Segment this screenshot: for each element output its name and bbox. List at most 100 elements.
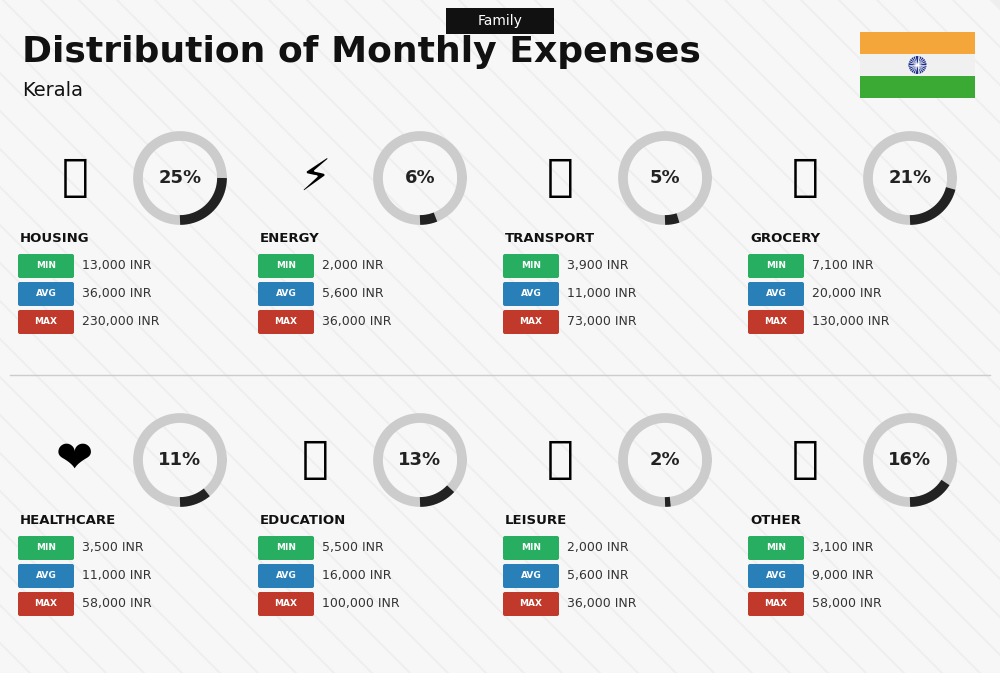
FancyBboxPatch shape bbox=[503, 564, 559, 588]
Text: 11%: 11% bbox=[158, 451, 202, 469]
Text: MIN: MIN bbox=[36, 544, 56, 553]
Circle shape bbox=[908, 56, 926, 74]
Text: 25%: 25% bbox=[158, 169, 202, 187]
Text: 5%: 5% bbox=[650, 169, 680, 187]
Text: 100,000 INR: 100,000 INR bbox=[322, 598, 400, 610]
Text: MAX: MAX bbox=[34, 600, 58, 608]
FancyBboxPatch shape bbox=[258, 564, 314, 588]
Text: 5,500 INR: 5,500 INR bbox=[322, 542, 384, 555]
FancyBboxPatch shape bbox=[258, 536, 314, 560]
Text: 2,000 INR: 2,000 INR bbox=[567, 542, 629, 555]
FancyBboxPatch shape bbox=[748, 282, 804, 306]
Text: MAX: MAX bbox=[765, 600, 788, 608]
Text: MAX: MAX bbox=[520, 318, 542, 326]
Text: LEISURE: LEISURE bbox=[505, 513, 567, 526]
Text: 5,600 INR: 5,600 INR bbox=[567, 569, 629, 583]
Text: 💰: 💰 bbox=[792, 439, 818, 481]
Text: 11,000 INR: 11,000 INR bbox=[82, 569, 152, 583]
Text: HOUSING: HOUSING bbox=[20, 232, 90, 244]
Text: MIN: MIN bbox=[766, 544, 786, 553]
FancyBboxPatch shape bbox=[503, 592, 559, 616]
FancyBboxPatch shape bbox=[860, 54, 975, 76]
Text: Family: Family bbox=[478, 14, 522, 28]
Text: AVG: AVG bbox=[36, 571, 56, 581]
FancyBboxPatch shape bbox=[18, 254, 74, 278]
FancyBboxPatch shape bbox=[503, 282, 559, 306]
Text: MIN: MIN bbox=[521, 544, 541, 553]
FancyBboxPatch shape bbox=[860, 76, 975, 98]
Text: 2,000 INR: 2,000 INR bbox=[322, 260, 384, 273]
Text: MIN: MIN bbox=[36, 262, 56, 271]
Text: 16%: 16% bbox=[888, 451, 932, 469]
Text: 36,000 INR: 36,000 INR bbox=[82, 287, 152, 301]
Text: AVG: AVG bbox=[36, 289, 56, 299]
FancyBboxPatch shape bbox=[748, 564, 804, 588]
FancyBboxPatch shape bbox=[748, 310, 804, 334]
Text: 20,000 INR: 20,000 INR bbox=[812, 287, 882, 301]
FancyBboxPatch shape bbox=[258, 592, 314, 616]
Text: 58,000 INR: 58,000 INR bbox=[812, 598, 882, 610]
Text: MIN: MIN bbox=[521, 262, 541, 271]
FancyBboxPatch shape bbox=[258, 254, 314, 278]
FancyBboxPatch shape bbox=[748, 254, 804, 278]
FancyBboxPatch shape bbox=[18, 536, 74, 560]
FancyBboxPatch shape bbox=[503, 536, 559, 560]
Text: MAX: MAX bbox=[274, 318, 298, 326]
Text: AVG: AVG bbox=[766, 289, 786, 299]
Text: GROCERY: GROCERY bbox=[750, 232, 820, 244]
Text: MIN: MIN bbox=[276, 262, 296, 271]
Text: 21%: 21% bbox=[888, 169, 932, 187]
Text: TRANSPORT: TRANSPORT bbox=[505, 232, 595, 244]
FancyBboxPatch shape bbox=[18, 282, 74, 306]
Text: MAX: MAX bbox=[34, 318, 58, 326]
Text: EDUCATION: EDUCATION bbox=[260, 513, 346, 526]
Text: ⚡: ⚡ bbox=[299, 157, 331, 199]
FancyBboxPatch shape bbox=[446, 8, 554, 34]
FancyBboxPatch shape bbox=[503, 310, 559, 334]
Text: MAX: MAX bbox=[520, 600, 542, 608]
FancyBboxPatch shape bbox=[748, 592, 804, 616]
Text: ENERGY: ENERGY bbox=[260, 232, 320, 244]
FancyBboxPatch shape bbox=[18, 564, 74, 588]
Text: 6%: 6% bbox=[405, 169, 435, 187]
FancyBboxPatch shape bbox=[748, 536, 804, 560]
Text: 130,000 INR: 130,000 INR bbox=[812, 316, 890, 328]
Text: 36,000 INR: 36,000 INR bbox=[322, 316, 392, 328]
Text: OTHER: OTHER bbox=[750, 513, 801, 526]
Text: 3,900 INR: 3,900 INR bbox=[567, 260, 629, 273]
Text: 9,000 INR: 9,000 INR bbox=[812, 569, 874, 583]
Text: MIN: MIN bbox=[766, 262, 786, 271]
Text: AVG: AVG bbox=[521, 571, 541, 581]
Text: HEALTHCARE: HEALTHCARE bbox=[20, 513, 116, 526]
Text: AVG: AVG bbox=[521, 289, 541, 299]
Text: 16,000 INR: 16,000 INR bbox=[322, 569, 392, 583]
Text: 13%: 13% bbox=[398, 451, 442, 469]
Text: 7,100 INR: 7,100 INR bbox=[812, 260, 874, 273]
Text: 36,000 INR: 36,000 INR bbox=[567, 598, 637, 610]
Text: 5,600 INR: 5,600 INR bbox=[322, 287, 384, 301]
Text: MAX: MAX bbox=[765, 318, 788, 326]
Text: Distribution of Monthly Expenses: Distribution of Monthly Expenses bbox=[22, 35, 701, 69]
Text: 🛍️: 🛍️ bbox=[547, 439, 573, 481]
FancyBboxPatch shape bbox=[258, 282, 314, 306]
FancyBboxPatch shape bbox=[258, 310, 314, 334]
Text: 🚌: 🚌 bbox=[547, 157, 573, 199]
Text: 3,100 INR: 3,100 INR bbox=[812, 542, 874, 555]
Text: 2%: 2% bbox=[650, 451, 680, 469]
Text: Kerala: Kerala bbox=[22, 81, 83, 100]
Text: 230,000 INR: 230,000 INR bbox=[82, 316, 160, 328]
Text: 11,000 INR: 11,000 INR bbox=[567, 287, 637, 301]
Text: AVG: AVG bbox=[276, 571, 296, 581]
Text: 73,000 INR: 73,000 INR bbox=[567, 316, 637, 328]
Text: 🛒: 🛒 bbox=[792, 157, 818, 199]
Text: 58,000 INR: 58,000 INR bbox=[82, 598, 152, 610]
FancyBboxPatch shape bbox=[860, 32, 975, 54]
FancyBboxPatch shape bbox=[18, 592, 74, 616]
Text: 3,500 INR: 3,500 INR bbox=[82, 542, 144, 555]
Text: ❤️: ❤️ bbox=[56, 439, 94, 481]
FancyBboxPatch shape bbox=[503, 254, 559, 278]
Text: AVG: AVG bbox=[766, 571, 786, 581]
Text: AVG: AVG bbox=[276, 289, 296, 299]
Text: 13,000 INR: 13,000 INR bbox=[82, 260, 152, 273]
Text: 🏢: 🏢 bbox=[62, 157, 88, 199]
